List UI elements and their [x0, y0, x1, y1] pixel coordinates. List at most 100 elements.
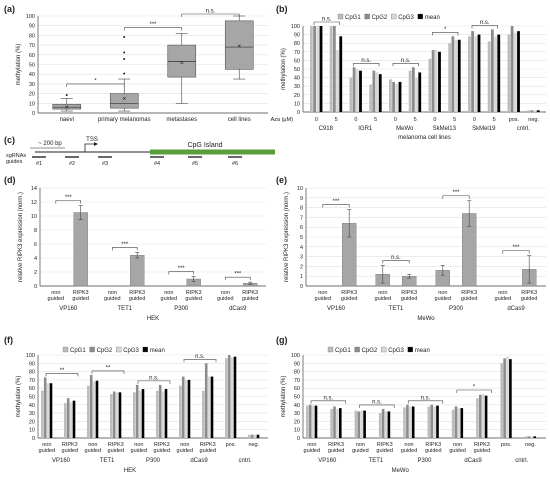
x-tick-label: RIPK3: [73, 290, 89, 296]
x-tick-label: cell lines: [228, 117, 251, 123]
group-label: VP160: [52, 458, 71, 464]
y-tick-label: 30: [294, 84, 300, 90]
legend-entry: mean: [415, 348, 430, 354]
significance-bracket: [123, 27, 183, 31]
significance-bracket: [168, 271, 194, 275]
significance-label: **: [106, 365, 111, 371]
group-label: cntrl.: [515, 458, 528, 464]
x-tick-label: non: [453, 442, 462, 448]
x-tick-label: guided: [495, 296, 512, 302]
x-tick-label: RIPK3: [377, 442, 393, 448]
box-outlier: •: [123, 71, 126, 78]
x-tick-label: 5: [453, 117, 456, 123]
bar: [524, 436, 528, 438]
x-tick-label: neg.: [528, 117, 539, 123]
y-tick-label: 90: [29, 361, 35, 367]
bar: [359, 70, 362, 112]
x-tick-label: 0: [394, 117, 397, 123]
bar: [438, 51, 441, 112]
y-tick-label: 80: [294, 41, 300, 47]
bar: [513, 32, 517, 112]
bar: [138, 390, 142, 438]
group-label: dCas9: [507, 306, 525, 312]
significance-bracket: [432, 32, 459, 36]
x-tick-label: 0: [315, 117, 318, 123]
significance-bracket: [456, 389, 492, 394]
bar: [133, 392, 136, 438]
group-label: MeWo: [396, 126, 414, 132]
bar: [418, 72, 422, 112]
legend-entry: CpG2: [372, 15, 388, 21]
bar: [207, 376, 211, 438]
group-label: TET1: [117, 306, 132, 312]
panel-label: (b): [276, 4, 288, 14]
box-mean-marker: ×: [237, 44, 241, 51]
bar: [110, 394, 113, 438]
significance-bracket: [181, 13, 240, 17]
x-tick-label: pos.: [501, 442, 512, 448]
group-label: TET1: [369, 458, 384, 464]
guide-label: #4: [154, 161, 160, 167]
bar: [369, 84, 373, 112]
bar: [530, 110, 534, 112]
x-tick-label: RIPK3: [425, 442, 441, 448]
x-tick-label: naevi: [60, 117, 74, 123]
significance-label: ***: [149, 22, 157, 28]
y-tick-label: 2: [300, 264, 303, 270]
bar: [527, 436, 531, 438]
bar: [503, 358, 506, 438]
y-axis-label: methylation (%): [281, 376, 287, 418]
bar: [64, 403, 67, 438]
x-tick-label: 5: [414, 117, 417, 123]
panel-d-chart: 0 2 4 6 8 10 12 14 relative RIPK3 expression (no…: [18, 186, 266, 322]
group-label: IGR1: [358, 126, 373, 132]
bar: [517, 31, 520, 112]
bar: [352, 67, 356, 112]
guide-label: #5: [192, 161, 198, 167]
x-tick-label: 0: [473, 117, 476, 123]
bar: [372, 70, 376, 112]
group-label: VP160: [59, 306, 78, 312]
x-tick-label: guided: [376, 448, 393, 454]
bar: [316, 26, 320, 112]
x-tick-label: guided: [341, 296, 358, 302]
bar: [66, 398, 70, 438]
bar: [92, 381, 96, 438]
bar: [454, 39, 458, 113]
significance-bracket: [471, 25, 498, 29]
significance-bracket: [310, 400, 346, 404]
bar: [487, 41, 491, 113]
group-label: P300: [449, 306, 464, 312]
bar: [141, 389, 145, 438]
bar: [392, 81, 395, 112]
significance-bracket: [502, 250, 530, 254]
x-tick-label: pos.: [226, 442, 237, 448]
tss-arrow: [84, 143, 95, 152]
x-tick-label: RIPK3: [200, 442, 216, 448]
bar: [308, 404, 312, 438]
x-tick-label: pos.: [509, 117, 520, 123]
bar: [250, 434, 254, 438]
significance-bracket: [353, 62, 380, 67]
significance-bracket: [91, 370, 125, 374]
x-tick-label: guided: [328, 448, 345, 454]
bar: [311, 405, 315, 438]
bar: [41, 390, 44, 438]
bar: [454, 406, 458, 438]
x-tick-label: guided: [242, 296, 259, 302]
x-tick-label: guided: [104, 296, 121, 302]
bar: [333, 406, 336, 438]
bar: [431, 50, 435, 112]
y-tick-label: 80: [294, 370, 300, 376]
significance-label: ***: [121, 242, 129, 248]
scale-label: ~ 200 bp: [38, 141, 62, 147]
group-label: P300: [146, 458, 161, 464]
box: [109, 93, 139, 109]
group-label: P300: [417, 458, 432, 464]
significance-bracket: [225, 276, 251, 281]
bar: [378, 74, 382, 112]
x-tick-label: guided: [461, 296, 478, 302]
bar: [384, 411, 388, 438]
